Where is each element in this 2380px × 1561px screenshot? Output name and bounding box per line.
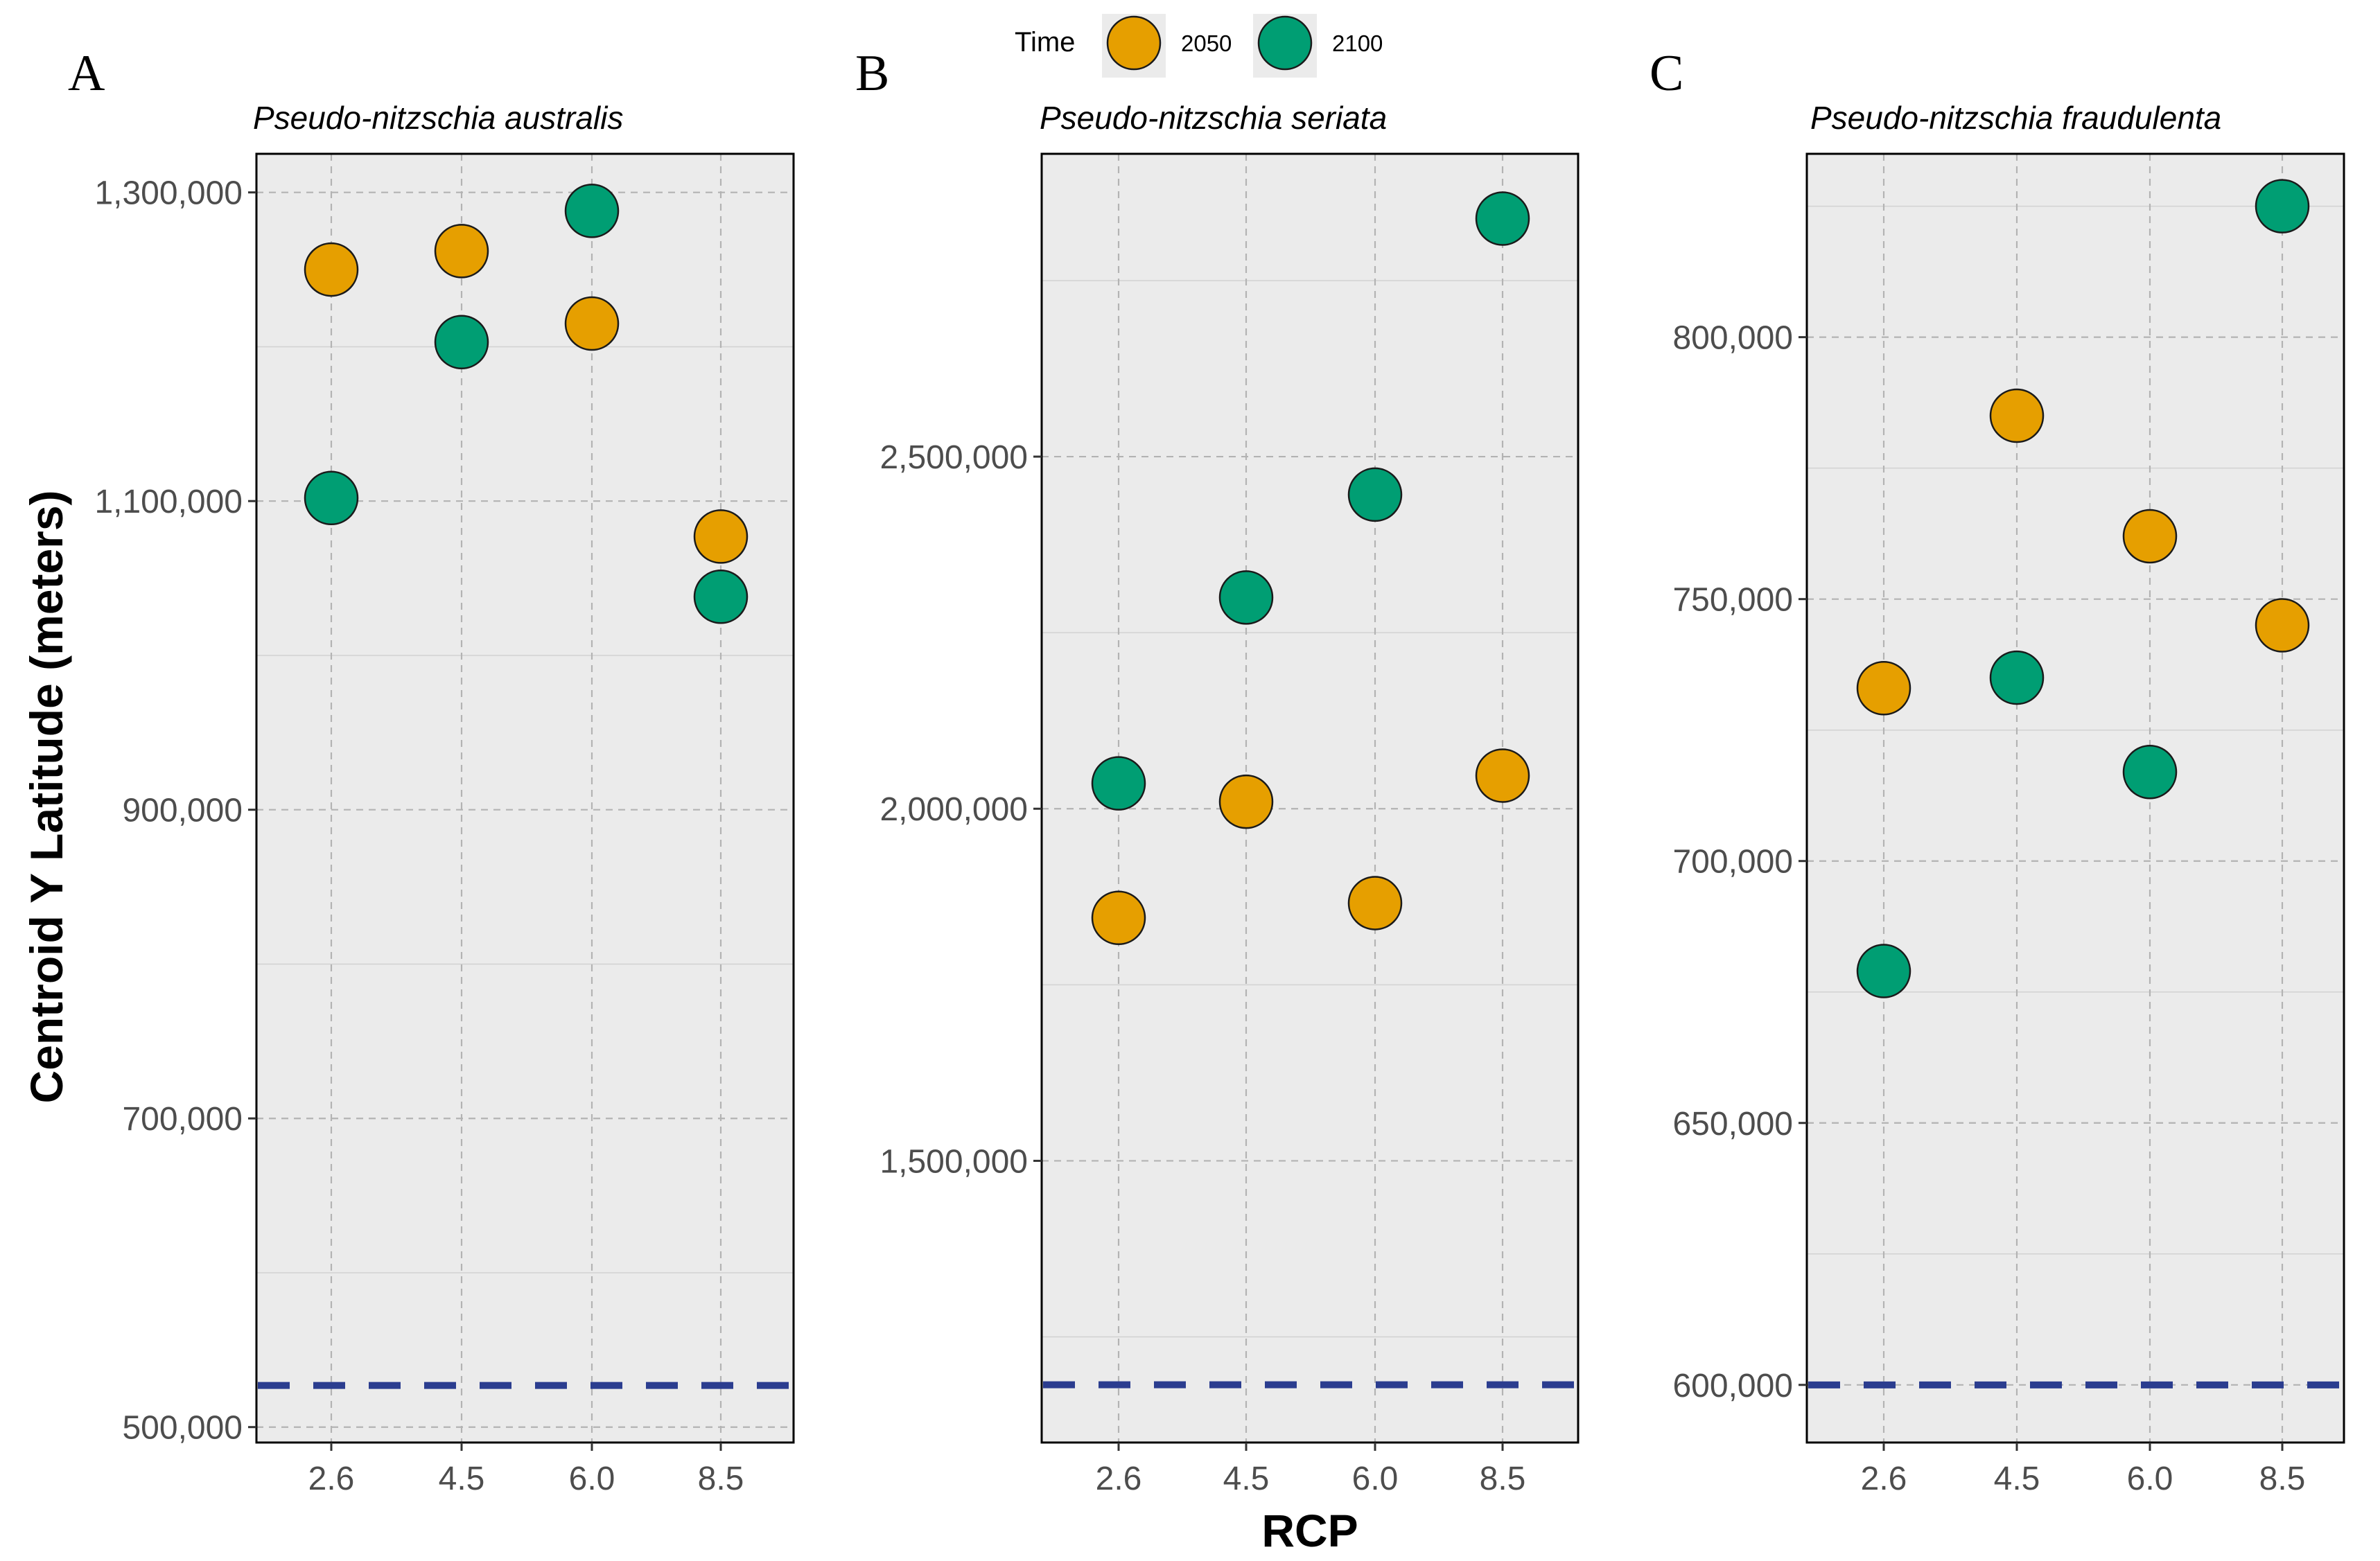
panel-title-b: Pseudo-nitzschia seriata [1040, 100, 1387, 136]
point-c-2050-8.5 [2255, 598, 2310, 653]
y-tick-label-c-3: 750,000 [1672, 582, 1793, 619]
x-tick-label-c-2: 6.0 [2127, 1461, 2173, 1497]
point-b-2100-6.0 [1347, 467, 1403, 522]
legend: Time 2050 2100 [1015, 14, 1383, 78]
y-tick-label-a-1: 700,000 [122, 1101, 243, 1138]
x-tick-label-c-3: 8.5 [2259, 1461, 2306, 1497]
y-tick-label-a-4: 1,300,000 [94, 175, 243, 212]
plot-area-c [1807, 154, 2344, 1443]
x-tick-label-c-1: 4.5 [1994, 1461, 2040, 1497]
x-tick-label-b-1: 4.5 [1223, 1461, 1270, 1497]
point-b-2050-6.0 [1347, 876, 1403, 931]
y-axis-title: Centroid Y Latitude (meters) [21, 490, 72, 1103]
point-c-2100-8.5 [2255, 179, 2310, 233]
point-a-2100-4.5 [434, 315, 489, 370]
x-tick-label-a-1: 4.5 [439, 1461, 485, 1497]
y-tick-label-a-2: 900,000 [122, 793, 243, 829]
point-b-2050-2.6 [1091, 890, 1146, 946]
y-tick-label-c-0: 600,000 [1672, 1368, 1793, 1404]
panel-title-c: Pseudo-nitzschia fraudulenta [1810, 100, 2221, 136]
y-tick-label-c-2: 700,000 [1672, 844, 1793, 881]
x-tick-label-a-2: 6.0 [569, 1461, 615, 1497]
point-a-2100-2.6 [304, 470, 359, 525]
point-c-2050-2.6 [1856, 660, 1911, 716]
plot-border-b [1040, 152, 1580, 1444]
point-b-2050-4.5 [1218, 774, 1274, 829]
point-c-2100-4.5 [1989, 650, 2045, 705]
panel-c: 600,000 650,000 700,000 750,000 800,000 2.6 4.… [1650, 45, 2345, 1497]
y-tick-label-a-0: 500,000 [122, 1410, 243, 1447]
point-c-2050-4.5 [1989, 388, 2045, 443]
plot-border-a [255, 152, 795, 1444]
legend-title: Time [1015, 27, 1075, 58]
point-a-2100-8.5 [693, 570, 749, 624]
x-tick-label-b-0: 2.6 [1096, 1461, 1142, 1497]
point-a-2050-4.5 [434, 224, 489, 279]
y-tick-label-c-4: 800,000 [1672, 320, 1793, 357]
panel-title-a: Pseudo-nitzschia australis [253, 100, 623, 136]
point-a-2050-6.0 [564, 296, 620, 351]
y-tick-label-b-2: 2,500,000 [880, 439, 1028, 476]
x-tick-label-c-0: 2.6 [1861, 1461, 1907, 1497]
panel-a: 500,000 700,000 900,000 1,100,000 1,300,000 2… [68, 45, 795, 1497]
plot-border-c [1805, 152, 2345, 1444]
y-tick-label-c-1: 650,000 [1672, 1106, 1793, 1143]
panel-letter-b: B [855, 45, 889, 102]
point-b-2100-2.6 [1091, 756, 1146, 811]
x-tick-label-a-3: 8.5 [698, 1461, 744, 1497]
point-c-2100-2.6 [1856, 944, 1911, 998]
x-tick-label-b-2: 6.0 [1352, 1461, 1399, 1497]
point-b-2050-8.5 [1475, 748, 1530, 803]
point-b-2100-8.5 [1475, 191, 1530, 246]
legend-label-2050: 2050 [1181, 30, 1232, 56]
legend-marker-2100 [1257, 15, 1313, 71]
point-b-2100-4.5 [1218, 570, 1274, 625]
point-c-2050-6.0 [2122, 509, 2178, 564]
legend-label-2100: 2100 [1332, 30, 1383, 56]
x-tick-label-b-3: 8.5 [1480, 1461, 1526, 1497]
x-tick-label-a-0: 2.6 [308, 1461, 355, 1497]
y-tick-label-b-0: 1,500,000 [880, 1143, 1028, 1180]
y-tick-label-b-1: 2,000,000 [880, 791, 1028, 828]
point-a-2050-2.6 [304, 242, 359, 297]
panel-letter-c: C [1650, 45, 1683, 102]
legend-marker-2050 [1106, 15, 1162, 71]
point-a-2100-6.0 [564, 184, 620, 238]
point-c-2100-6.0 [2122, 744, 2178, 800]
point-a-2050-8.5 [693, 509, 749, 564]
plot-area-a [256, 154, 794, 1443]
y-tick-label-a-3: 1,100,000 [94, 484, 243, 520]
panel-letter-a: A [68, 45, 105, 102]
x-axis-title: RCP [1261, 1505, 1358, 1556]
